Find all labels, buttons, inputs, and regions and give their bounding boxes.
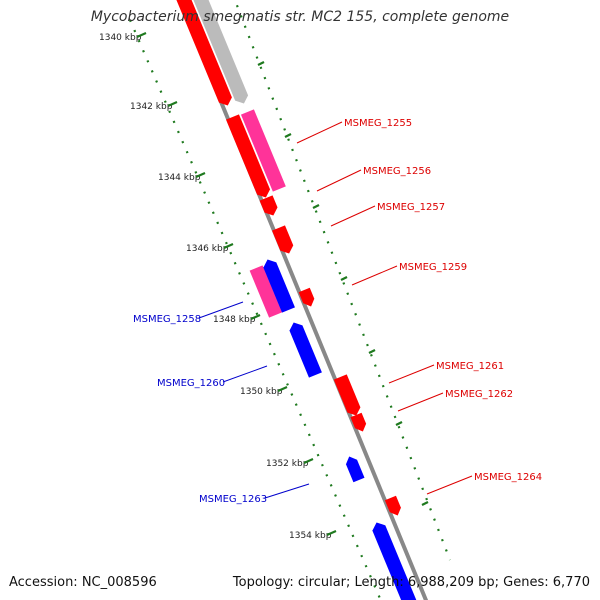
ruler-tick-mark-outer [284, 133, 292, 138]
gene-MSMEG_1258-body [263, 259, 295, 313]
gene-leader-line [198, 301, 244, 319]
ruler-tick-mark-outer [312, 204, 320, 209]
gene-label-MSMEG_1258: MSMEG_1258 [133, 314, 201, 325]
gene-label-MSMEG_1264: MSMEG_1264 [474, 472, 542, 483]
gene-leader-line [222, 365, 268, 383]
ruler-tick-mark [326, 529, 337, 537]
ruler-tick-mark [195, 171, 206, 179]
gene-MSMEG_1255-alt-body [240, 109, 286, 192]
gene-MSMEG_1262-body [350, 412, 367, 432]
gene-MSMEG_1259-body [298, 287, 315, 307]
ruler-tick-mark [250, 313, 261, 321]
ruler-tick-mark-outer [257, 61, 265, 66]
gene-leader-line [316, 169, 362, 192]
gene-MSMEG_1256-body [259, 195, 278, 216]
accession-label: Accession: NC_008596 [9, 575, 157, 590]
gene-leader-line [296, 121, 343, 144]
ruler-tick-mark [167, 100, 178, 108]
ruler-tick-mark [136, 31, 147, 39]
ruler-line-outer [233, 0, 452, 561]
topology-summary: Topology: circular; Length: 6,988,209 bp… [232, 575, 590, 590]
gene-label-MSMEG_1256: MSMEG_1256 [363, 166, 431, 177]
ruler-tick-mark-outer [368, 349, 376, 354]
gene-label-MSMEG_1262: MSMEG_1262 [445, 389, 513, 400]
gene-MSMEG_1255-body [226, 114, 271, 198]
gene-reverse-alt-body [249, 265, 283, 318]
genome-title: Mycobacterium smegmatis str. MC2 155, co… [90, 9, 510, 25]
gene-label-MSMEG_1257: MSMEG_1257 [377, 202, 445, 213]
gene-leader-line [426, 475, 473, 495]
gene-leader-line [388, 364, 435, 384]
gene-leader-line [330, 205, 376, 227]
gene-label-MSMEG_1255: MSMEG_1255 [344, 118, 412, 129]
ruler-tick-label: 1340 kbp [99, 33, 142, 43]
ruler-tick-label: 1348 kbp [213, 315, 256, 325]
ruler-tick-label: 1342 kbp [130, 102, 173, 112]
gene-label-MSMEG_1261: MSMEG_1261 [436, 361, 504, 372]
gene-MSMEG_1263-body [345, 456, 365, 483]
ruler-tick-label: 1354 kbp [289, 531, 332, 541]
gene-MSMEG_1261-body [333, 374, 361, 416]
gene-MSMEG_1257-body [272, 225, 294, 254]
feature-other-top [193, 0, 249, 104]
gene-forward-top [176, 0, 232, 106]
gene-MSMEG_1260-body [289, 322, 322, 378]
gene-leader-line [351, 265, 398, 286]
gene-label-MSMEG_1263: MSMEG_1263 [199, 494, 267, 505]
ruler-tick-label: 1344 kbp [158, 173, 201, 183]
gene-reverse-bottom-body [372, 522, 417, 600]
gene-label-MSMEG_1259: MSMEG_1259 [399, 262, 467, 273]
gene-label-MSMEG_1260: MSMEG_1260 [157, 378, 225, 389]
gene-leader-line [397, 392, 444, 412]
ruler-tick-label: 1346 kbp [186, 244, 229, 254]
ruler-tick-mark-outer [340, 276, 348, 281]
ruler-tick-mark-outer [421, 501, 429, 506]
ruler-tick-mark-outer [395, 421, 403, 426]
ruler-tick-label: 1352 kbp [266, 459, 309, 469]
ruler-tick-mark [223, 242, 234, 250]
ruler-tick-mark [303, 457, 314, 465]
gene-leader-line [264, 483, 310, 499]
ruler-tick-mark [277, 385, 288, 393]
ruler-tick-label: 1350 kbp [240, 387, 283, 397]
gene-MSMEG_1264-body [384, 495, 401, 516]
